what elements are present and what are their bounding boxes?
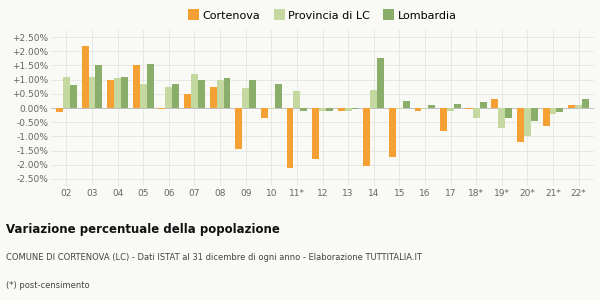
- Bar: [114, 78, 121, 108]
- Bar: [421, 108, 428, 110]
- Bar: [447, 108, 454, 111]
- Bar: [198, 80, 205, 108]
- Bar: [107, 80, 114, 108]
- Bar: [121, 77, 128, 108]
- Bar: [326, 108, 333, 111]
- Bar: [89, 77, 95, 108]
- Text: COMUNE DI CORTENOVA (LC) - Dati ISTAT al 31 dicembre di ogni anno - Elaborazione: COMUNE DI CORTENOVA (LC) - Dati ISTAT al…: [6, 254, 422, 262]
- Bar: [293, 91, 301, 108]
- Bar: [56, 108, 63, 112]
- Bar: [63, 77, 70, 108]
- Text: (*) post-censimento: (*) post-censimento: [6, 280, 89, 290]
- Bar: [217, 80, 224, 108]
- Bar: [473, 108, 479, 118]
- Bar: [235, 108, 242, 149]
- Bar: [542, 108, 550, 126]
- Bar: [479, 102, 487, 108]
- Bar: [224, 78, 230, 108]
- Bar: [556, 108, 563, 112]
- Bar: [268, 108, 275, 110]
- Bar: [146, 64, 154, 108]
- Bar: [275, 84, 281, 108]
- Bar: [454, 104, 461, 108]
- Bar: [338, 108, 344, 111]
- Bar: [415, 108, 421, 111]
- Bar: [428, 105, 436, 108]
- Bar: [466, 108, 473, 110]
- Bar: [191, 74, 198, 108]
- Bar: [287, 108, 293, 168]
- Bar: [319, 108, 326, 111]
- Legend: Cortenova, Provincia di LC, Lombardia: Cortenova, Provincia di LC, Lombardia: [188, 11, 457, 21]
- Bar: [209, 87, 217, 108]
- Bar: [133, 65, 140, 108]
- Bar: [377, 58, 384, 108]
- Bar: [531, 108, 538, 121]
- Bar: [364, 108, 370, 166]
- Bar: [184, 94, 191, 108]
- Bar: [524, 108, 531, 136]
- Bar: [499, 108, 505, 128]
- Bar: [242, 88, 249, 108]
- Bar: [82, 46, 89, 108]
- Bar: [70, 85, 77, 108]
- Bar: [352, 108, 358, 110]
- Bar: [249, 80, 256, 108]
- Bar: [95, 65, 103, 108]
- Bar: [301, 108, 307, 111]
- Bar: [389, 108, 396, 157]
- Bar: [158, 108, 166, 110]
- Bar: [312, 108, 319, 159]
- Bar: [261, 108, 268, 118]
- Bar: [140, 84, 146, 108]
- Bar: [370, 90, 377, 108]
- Bar: [440, 108, 447, 131]
- Bar: [505, 108, 512, 118]
- Bar: [550, 108, 556, 114]
- Bar: [575, 105, 582, 108]
- Bar: [396, 108, 403, 110]
- Bar: [172, 84, 179, 108]
- Bar: [582, 100, 589, 108]
- Bar: [568, 105, 575, 108]
- Bar: [344, 108, 352, 111]
- Text: Variazione percentuale della popolazione: Variazione percentuale della popolazione: [6, 224, 280, 236]
- Bar: [517, 108, 524, 142]
- Bar: [491, 100, 499, 108]
- Bar: [166, 87, 172, 108]
- Bar: [403, 101, 410, 108]
